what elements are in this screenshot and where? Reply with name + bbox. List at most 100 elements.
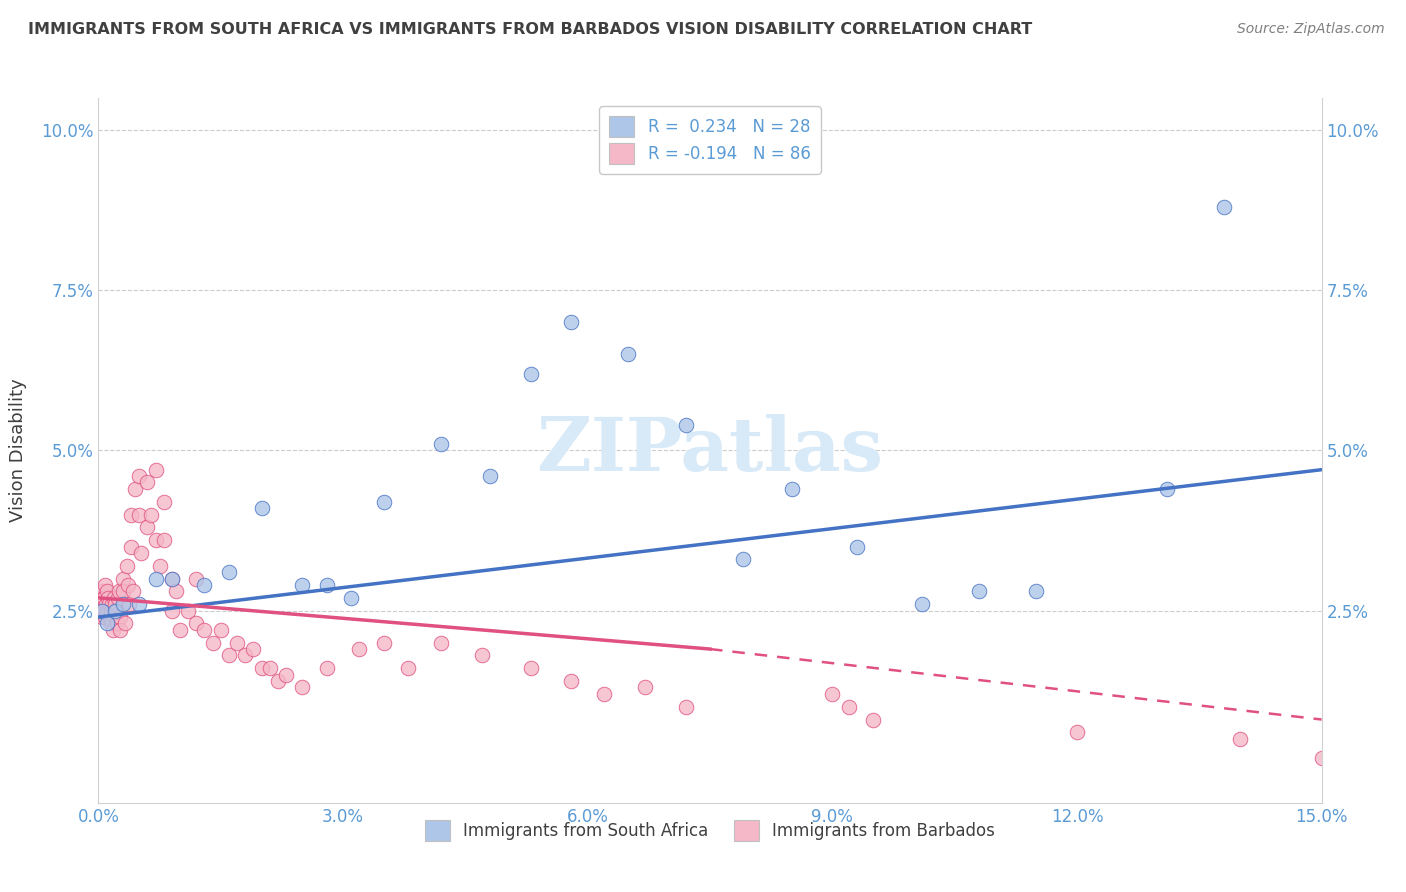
Point [165, 584, 187, 599]
Point [120, 508, 142, 522]
Point [634, 681, 657, 695]
Point [315, 578, 337, 592]
Point [100, 616, 122, 631]
Point [593, 687, 616, 701]
Point [430, 635, 453, 649]
Point [141, 508, 163, 522]
Point [96, 604, 118, 618]
Point [111, 584, 134, 599]
Point [103, 591, 125, 605]
Point [821, 687, 844, 701]
Point [1066, 725, 1088, 739]
Point [1156, 482, 1178, 496]
Point [93, 604, 115, 618]
Point [218, 648, 240, 663]
Point [193, 623, 215, 637]
Point [675, 417, 697, 432]
Point [519, 367, 541, 381]
Point [250, 501, 273, 516]
Point [193, 578, 215, 592]
Point [911, 597, 934, 611]
Point [160, 572, 183, 586]
Point [91, 604, 114, 618]
Point [862, 713, 884, 727]
Point [121, 584, 143, 599]
Point [160, 604, 183, 618]
Point [91, 591, 114, 605]
Point [560, 315, 582, 329]
Point [267, 674, 290, 689]
Point [97, 591, 120, 605]
Point [93, 591, 115, 605]
Point [100, 604, 122, 618]
Point [94, 597, 117, 611]
Point [152, 494, 174, 508]
Point [108, 610, 131, 624]
Point [90, 604, 112, 618]
Point [780, 482, 803, 496]
Legend: Immigrants from South Africa, Immigrants from Barbados: Immigrants from South Africa, Immigrants… [419, 814, 1001, 847]
Point [96, 616, 118, 631]
Point [90, 610, 112, 624]
Point [233, 648, 256, 663]
Point [291, 681, 314, 695]
Point [89, 597, 111, 611]
Point [105, 604, 128, 618]
Point [152, 533, 174, 548]
Point [430, 437, 453, 451]
Point [128, 597, 150, 611]
Point [169, 623, 191, 637]
Point [250, 661, 273, 675]
Point [136, 475, 159, 490]
Text: ZIPatlas: ZIPatlas [537, 414, 883, 487]
Point [94, 610, 117, 624]
Point [186, 616, 208, 631]
Point [617, 347, 640, 361]
Point [731, 552, 754, 566]
Point [560, 674, 582, 689]
Point [340, 591, 363, 605]
Point [845, 540, 868, 554]
Point [160, 572, 183, 586]
Point [201, 635, 224, 649]
Point [128, 469, 150, 483]
Point [1212, 200, 1234, 214]
Point [396, 661, 419, 675]
Point [105, 616, 128, 631]
Point [96, 584, 118, 599]
Point [101, 623, 124, 637]
Text: IMMIGRANTS FROM SOUTH AFRICA VS IMMIGRANTS FROM BARBADOS VISION DISABILITY CORRE: IMMIGRANTS FROM SOUTH AFRICA VS IMMIGRAN… [28, 22, 1032, 37]
Point [104, 604, 127, 618]
Point [111, 597, 134, 611]
Point [291, 578, 314, 592]
Point [104, 610, 127, 624]
Point [108, 584, 131, 599]
Point [120, 540, 142, 554]
Point [838, 699, 860, 714]
Point [478, 469, 501, 483]
Point [1025, 584, 1047, 599]
Y-axis label: Vision Disability: Vision Disability [10, 378, 27, 523]
Text: Source: ZipAtlas.com: Source: ZipAtlas.com [1237, 22, 1385, 37]
Point [149, 558, 172, 573]
Point [104, 597, 127, 611]
Point [110, 623, 132, 637]
Point [315, 661, 337, 675]
Point [226, 635, 249, 649]
Point [1310, 751, 1333, 765]
Point [115, 558, 138, 573]
Point [349, 642, 371, 657]
Point [107, 591, 129, 605]
Point [117, 578, 139, 592]
Point [218, 565, 240, 579]
Point [177, 604, 200, 618]
Point [186, 572, 208, 586]
Point [471, 648, 494, 663]
Point [274, 667, 297, 681]
Point [242, 642, 264, 657]
Point [98, 597, 121, 611]
Point [124, 482, 146, 496]
Point [675, 699, 697, 714]
Point [118, 597, 141, 611]
Point [519, 661, 541, 675]
